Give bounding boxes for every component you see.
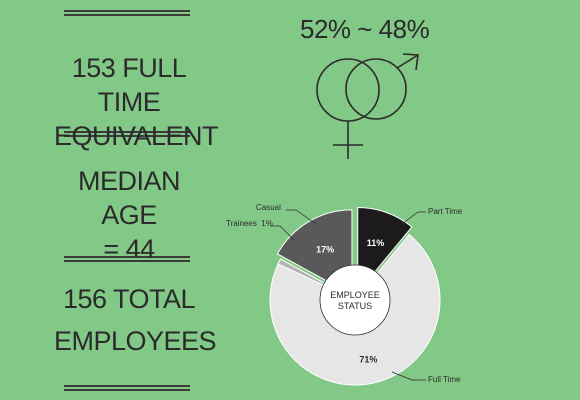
pie-percent-full: 71% — [359, 355, 377, 365]
callout-line-full — [391, 371, 426, 381]
male-arrow-shaft — [396, 54, 419, 69]
male-circle — [345, 58, 407, 120]
divider-3 — [64, 256, 190, 262]
median-age-line-2: = 44 — [103, 234, 155, 264]
fte-line-1: 153 FULL TIME — [71, 53, 187, 117]
callout-label-part: Part Time — [428, 207, 463, 216]
divider-bottom — [64, 385, 190, 391]
pie-percent-part: 11% — [367, 238, 385, 248]
pie-percent-labels: 11% 71% 17% — [316, 238, 384, 365]
median-age-stat: MEDIAN AGE = 44 — [54, 164, 204, 266]
fte-stat: 153 FULL TIME EQUIVALENT — [54, 51, 219, 153]
median-age-line-1: MEDIAN AGE — [77, 166, 181, 230]
pie-callouts: Part Time Full Time Trainees 1% Casual — [226, 203, 463, 384]
fte-line-2: EQUIVALENT — [54, 121, 219, 151]
center-label-line-2: STATUS — [338, 301, 372, 311]
center-label-line-1: EMPLOYEE — [330, 290, 380, 300]
divider-top — [64, 10, 190, 16]
callout-line-casual — [286, 209, 317, 225]
female-male-symbols-icon — [316, 53, 419, 159]
male-arrow-head — [402, 53, 419, 71]
chart-center-hole — [319, 264, 391, 336]
callout-line-trainees — [270, 225, 295, 241]
callout-label-casual: Casual — [256, 203, 281, 212]
gender-ratio-text: 52% ~ 48% — [300, 14, 430, 44]
callout-line-part — [401, 211, 426, 225]
total-line-2: EMPLOYEES — [54, 326, 217, 356]
total-employees-stat: 156 TOTAL EMPLOYEES — [54, 282, 217, 358]
callout-label-trainees: Trainees 1% — [226, 219, 273, 228]
pie-percent-casual: 17% — [316, 244, 334, 254]
callout-label-full: Full Time — [428, 375, 461, 384]
total-line-1: 156 TOTAL — [62, 284, 196, 314]
divider-2 — [64, 131, 190, 137]
